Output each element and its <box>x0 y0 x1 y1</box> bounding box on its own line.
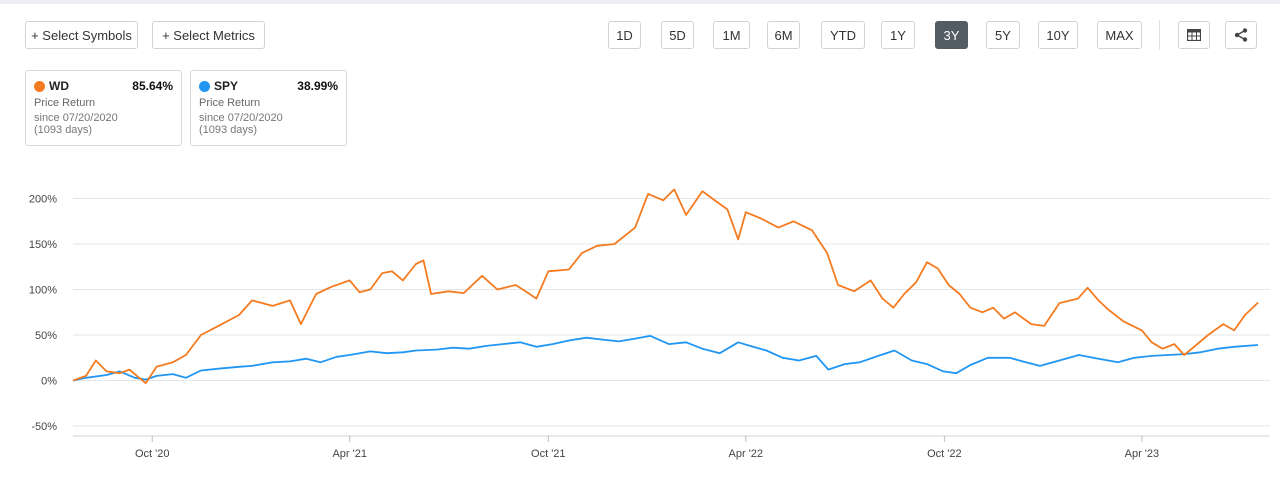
select-metrics-button[interactable]: + Select Metrics <box>152 21 265 49</box>
range-button-6m[interactable]: 6M <box>767 21 800 49</box>
return-value: 85.64% <box>132 79 173 93</box>
series-color-dot <box>34 80 45 92</box>
x-tick-label: Apr '21 <box>332 448 367 460</box>
legend-card-wd[interactable]: WD 85.64% Price Return since 07/20/2020 … <box>25 70 182 146</box>
select-symbols-button[interactable]: + Select Symbols <box>25 21 138 49</box>
price-return-chart[interactable]: 200% 150% 100% 50% 0% -50% Oct '20 Apr '21 Oct '… <box>0 170 1280 475</box>
share-icon <box>1234 28 1248 42</box>
return-value: 38.99% <box>297 79 338 93</box>
range-button-3y[interactable]: 3Y <box>935 21 968 49</box>
series-line-spy[interactable] <box>72 335 1259 382</box>
table-view-button[interactable] <box>1178 21 1210 49</box>
y-tick-label: 150% <box>29 239 57 251</box>
x-tick-label: Apr '22 <box>729 448 764 460</box>
legend-symbol: SPY <box>199 79 238 93</box>
y-tick-label: 100% <box>29 285 57 297</box>
legend-symbol: WD <box>34 79 69 93</box>
x-tick-label: Oct '20 <box>135 448 170 460</box>
x-tick-label: Oct '22 <box>927 448 962 460</box>
y-tick-label: 200% <box>29 194 57 206</box>
symbol-label: SPY <box>214 79 239 93</box>
since-date: since 07/20/2020 <box>34 112 118 124</box>
y-tick-label: -50% <box>31 421 57 433</box>
range-button-1m[interactable]: 1M <box>713 21 750 49</box>
top-border <box>0 0 1280 4</box>
toolbar-divider <box>1159 20 1160 50</box>
x-tick-label: Oct '21 <box>531 448 566 460</box>
range-button-5d[interactable]: 5D <box>661 21 694 49</box>
series-color-dot <box>199 80 210 92</box>
range-button-1y[interactable]: 1Y <box>881 21 915 49</box>
series-line-wd[interactable] <box>72 188 1259 385</box>
days-count: (1093 days) <box>34 124 93 136</box>
range-button-10y[interactable]: 10Y <box>1038 21 1078 49</box>
range-button-5y[interactable]: 5Y <box>986 21 1020 49</box>
metric-label: Price Return <box>34 97 96 109</box>
range-button-max[interactable]: MAX <box>1097 21 1142 49</box>
x-tick-label: Apr '23 <box>1125 448 1160 460</box>
table-icon <box>1187 29 1201 41</box>
y-tick-label: 50% <box>35 330 57 342</box>
days-count: (1093 days) <box>199 124 258 136</box>
legend-card-spy[interactable]: SPY 38.99% Price Return since 07/20/2020… <box>190 70 347 146</box>
range-button-1d[interactable]: 1D <box>608 21 641 49</box>
since-date: since 07/20/2020 <box>199 112 283 124</box>
metric-label: Price Return <box>199 97 261 109</box>
range-button-ytd[interactable]: YTD <box>821 21 865 49</box>
y-tick-label: 0% <box>41 376 57 388</box>
share-button[interactable] <box>1225 21 1257 49</box>
symbol-label: WD <box>49 79 69 93</box>
